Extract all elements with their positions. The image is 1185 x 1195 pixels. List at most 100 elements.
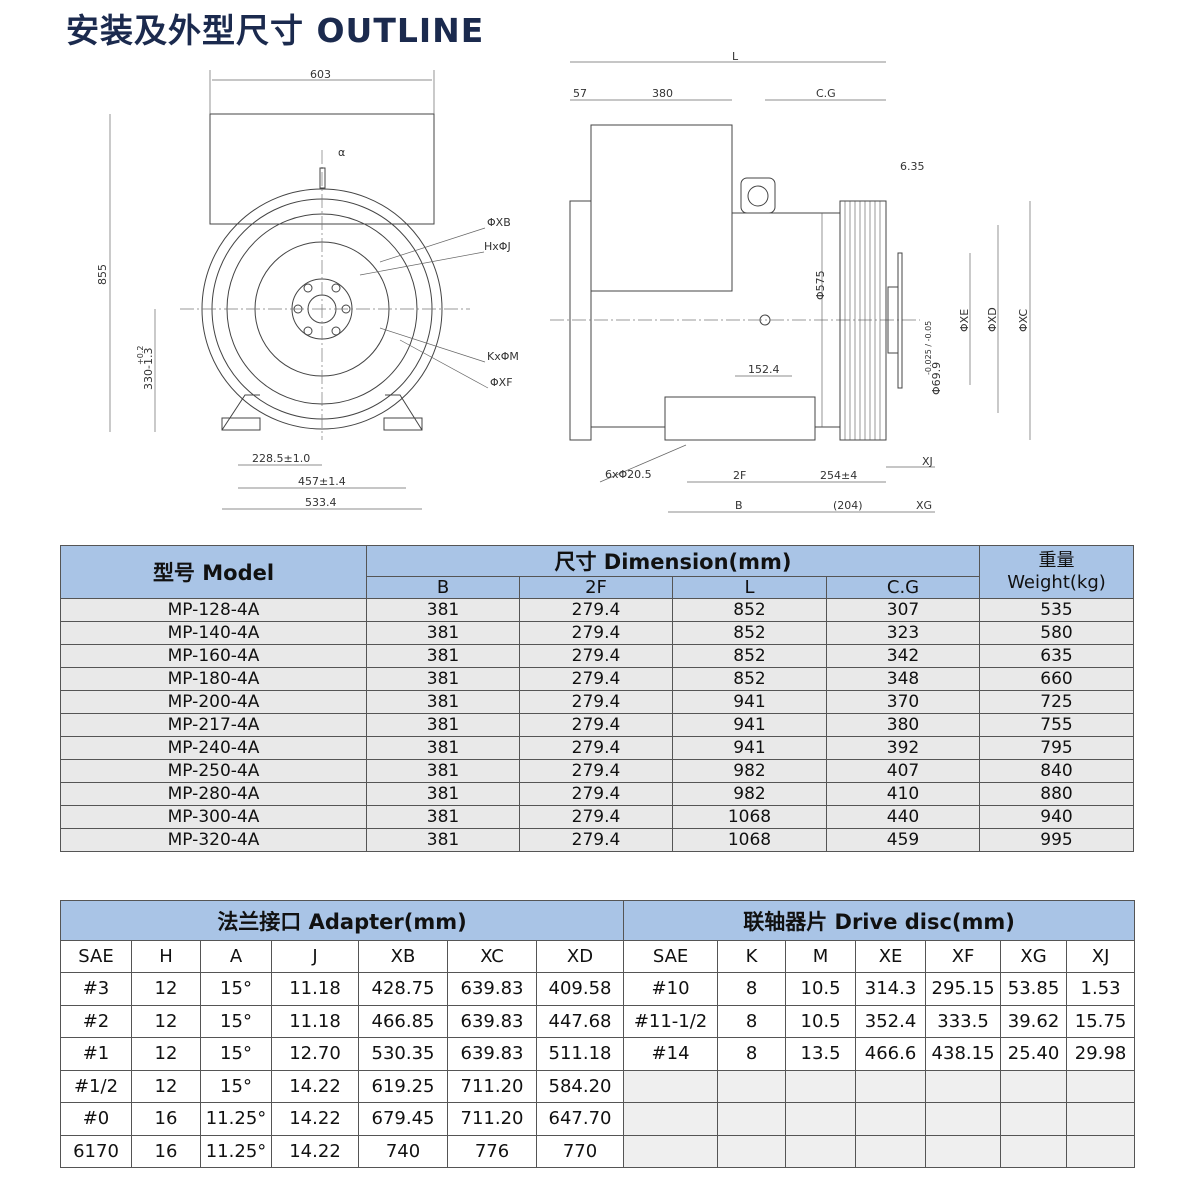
value-cell: 279.4 (519, 667, 673, 691)
value-cell: 381 (366, 736, 520, 760)
dim-cg: C.G (816, 87, 836, 100)
label-xb: ΦXB (487, 216, 511, 229)
value-cell: 410 (826, 782, 980, 806)
adapter-cell: 711.20 (447, 1069, 537, 1103)
adapter-cell: #0 (60, 1102, 132, 1136)
weight-header-cn: 重量 (1038, 550, 1075, 571)
disc-cell: 15.75 (1066, 1004, 1136, 1038)
model-cell: MP-200-4A (60, 690, 367, 714)
adapter-cell: #2 (60, 1004, 132, 1038)
disc-cell: 8 (717, 972, 787, 1006)
value-cell: 381 (366, 782, 520, 806)
dim-2f: 2F (733, 469, 746, 482)
disc-cell: #14 (623, 1037, 719, 1071)
table-row: MP-240-4A 381 279.4 941 392 795 (60, 736, 1134, 760)
value-cell: 852 (672, 667, 827, 691)
disc-cell: 10.5 (785, 1004, 857, 1038)
value-cell: 279.4 (519, 805, 673, 829)
dim-204: (204) (833, 499, 863, 512)
adapter-cell: 639.83 (447, 1037, 537, 1071)
table-row: #0 16 11.25° 14.22 679.45 711.20 647.70 (60, 1102, 1136, 1136)
table-row: MP-280-4A 381 279.4 982 410 880 (60, 782, 1134, 806)
adapter-cell: 639.83 (447, 972, 537, 1006)
value-cell: 279.4 (519, 736, 673, 760)
value-cell: 381 (366, 759, 520, 783)
value-cell: 535 (979, 598, 1134, 622)
value-cell: 982 (672, 759, 827, 783)
value-cell: 982 (672, 782, 827, 806)
disc-cell (1066, 1069, 1136, 1103)
adapter-cell: 6170 (60, 1134, 132, 1168)
value-cell: 348 (826, 667, 980, 691)
column-header: SAE (60, 940, 132, 973)
dim-575: Φ575 (814, 270, 827, 300)
model-header: 型号 Model (60, 545, 367, 599)
table-row: MP-160-4A 381 279.4 852 342 635 (60, 644, 1134, 668)
table-row: #1 12 15° 12.70 530.35 639.83 511.18 #14 8 13.5 46… (60, 1037, 1136, 1071)
disc-cell (855, 1134, 927, 1168)
adapter-cell: #1/2 (60, 1069, 132, 1103)
outline-drawing: 603 855 330-1.3 +0.2 α ΦXB HxΦJ KxΦM ΦXF… (96, 50, 1031, 513)
front-view: 603 855 330-1.3 +0.2 α ΦXB HxΦJ KxΦM ΦXF… (96, 68, 519, 510)
adapter-cell: 12 (131, 1037, 201, 1071)
page-title: 安装及外型尺寸 OUTLINE (66, 11, 485, 50)
dimension-table: 型号 Model 尺寸 Dimension(mm) 重量 Weight(kg) B… (60, 545, 1134, 852)
adapter-cell: 530.35 (358, 1037, 448, 1071)
drive-disc-header: 联轴器片 Drive disc(mm) (623, 900, 1136, 941)
model-cell: MP-180-4A (60, 667, 367, 691)
dim-b: B (735, 499, 743, 512)
adapter-cell: 16 (131, 1134, 201, 1168)
disc-cell: 29.98 (1066, 1037, 1136, 1071)
value-cell: 995 (979, 828, 1134, 852)
model-cell: MP-240-4A (60, 736, 367, 760)
adapter-cell: 770 (535, 1134, 625, 1168)
adapter-cell: 428.75 (358, 972, 448, 1006)
col-cg: C.G (826, 576, 980, 599)
dim-L: L (732, 50, 739, 63)
disc-cell: #10 (623, 972, 719, 1006)
disc-cell (785, 1102, 857, 1136)
dim-533: 533.4 (305, 496, 337, 509)
adapter-cell: 639.83 (447, 1004, 537, 1038)
adapter-cell: 647.70 (535, 1102, 625, 1136)
disc-cell: 8 (717, 1037, 787, 1071)
value-cell: 392 (826, 736, 980, 760)
disc-cell (855, 1069, 927, 1103)
angle-alpha: α (338, 146, 345, 159)
adapter-cell: 16 (131, 1102, 201, 1136)
column-header: J (271, 940, 359, 973)
adapter-cell: 466.85 (358, 1004, 448, 1038)
value-cell: 852 (672, 621, 827, 645)
column-header: XG (1000, 940, 1068, 973)
value-cell: 381 (366, 667, 520, 691)
disc-cell (623, 1069, 719, 1103)
model-cell: MP-160-4A (60, 644, 367, 668)
value-cell: 852 (672, 644, 827, 668)
label-holes: 6xΦ20.5 (605, 468, 652, 481)
value-cell: 880 (979, 782, 1134, 806)
dim-xc: ΦXC (1017, 309, 1030, 332)
dim-xd: ΦXD (986, 307, 999, 332)
dim-xj: XJ (922, 455, 933, 468)
dim-380: 380 (652, 87, 673, 100)
disc-cell (925, 1069, 1002, 1103)
model-cell: MP-300-4A (60, 805, 367, 829)
table-row: MP-128-4A 381 279.4 852 307 535 (60, 598, 1134, 622)
value-cell: 941 (672, 690, 827, 714)
model-cell: MP-320-4A (60, 828, 367, 852)
disc-cell: 8 (717, 1004, 787, 1038)
dim-57: 57 (573, 87, 587, 100)
disc-cell: 25.40 (1000, 1037, 1068, 1071)
disc-cell: 438.15 (925, 1037, 1002, 1071)
disc-cell: 352.4 (855, 1004, 927, 1038)
value-cell: 279.4 (519, 621, 673, 645)
adapter-cell: 584.20 (535, 1069, 625, 1103)
dim-457: 457±1.4 (298, 475, 346, 488)
disc-cell (785, 1069, 857, 1103)
adapter-cell: 679.45 (358, 1102, 448, 1136)
disc-cell: 53.85 (1000, 972, 1068, 1006)
table-row: #1/2 12 15° 14.22 619.25 711.20 584.20 (60, 1069, 1136, 1103)
dim-330-tol: +0.2 (136, 346, 145, 365)
adapter-cell: 12.70 (271, 1037, 359, 1071)
model-cell: MP-280-4A (60, 782, 367, 806)
